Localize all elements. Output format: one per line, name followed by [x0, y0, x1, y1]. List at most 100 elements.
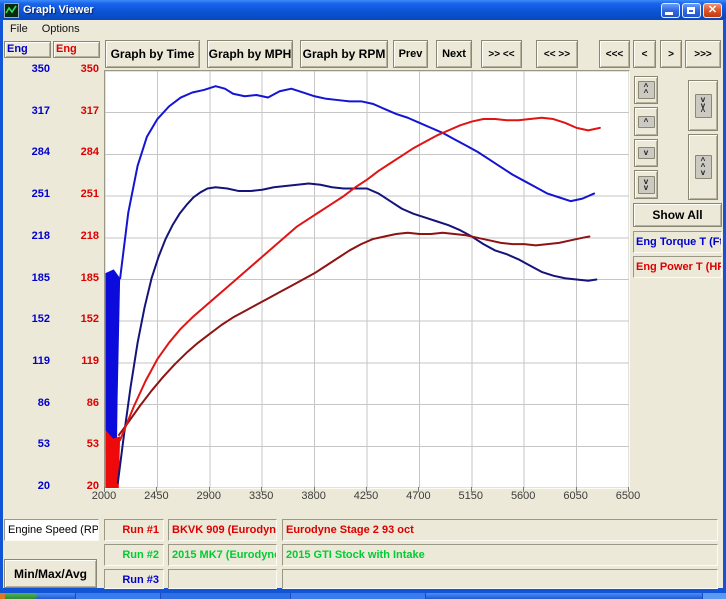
run3-label: Run #3 [104, 569, 164, 589]
window-border-bottom [0, 588, 726, 593]
power-axis-header[interactable]: Eng Powe [53, 41, 100, 58]
power-axis-tick-label: 218 [80, 229, 99, 242]
power-axis-tick-label: 317 [80, 104, 99, 117]
app-icon [4, 2, 19, 18]
dyno-chart-plot [104, 70, 630, 489]
x-axis-tick-mark [575, 487, 577, 492]
graph-by-rpm-button[interactable]: Graph by RPM [300, 40, 388, 68]
next-button[interactable]: Next [436, 40, 472, 68]
x-axis-tick-mark [470, 487, 472, 492]
start-button-fragment[interactable] [5, 593, 37, 599]
prev-button[interactable]: Prev [393, 40, 428, 68]
window-title: Graph Viewer [23, 4, 94, 16]
rpm-axis-tick-label: 4700 [406, 490, 431, 502]
x-axis-tick-mark [208, 487, 210, 492]
torque-axis-tick-label: 86 [37, 396, 50, 409]
zoom-out-x-button[interactable]: << >> [536, 40, 578, 68]
x-axis-tick-mark [418, 487, 420, 492]
maximize-button[interactable] [682, 3, 701, 18]
run-start-oscillation-power [105, 429, 121, 488]
torque-axis-tick-label: 185 [31, 271, 50, 284]
up-chevron-icon: ^ [637, 115, 655, 128]
curve-run-1-eng-torque-ft-lb- [119, 85, 596, 280]
title-bar[interactable]: Graph Viewer ✕ [0, 0, 726, 20]
run3-name-field[interactable] [168, 569, 277, 589]
power-axis-tick-label: 20 [86, 480, 99, 492]
window-border-left [0, 19, 3, 593]
scroll-far-left-button[interactable]: <<< [599, 40, 630, 68]
menu-file[interactable]: File [10, 22, 28, 35]
torque-axis-header[interactable]: Eng Torqu [4, 41, 51, 58]
close-button[interactable]: ✕ [703, 3, 722, 18]
torque-axis-tick-label: 152 [31, 313, 50, 326]
double-down-chevron-icon: v v [637, 175, 655, 194]
run1-name-field[interactable]: BKVK 909 (Eurodyne, I [168, 519, 277, 541]
rpm-axis-tick-label: 4250 [353, 490, 379, 502]
torque-axis-tick-label: 20 [37, 480, 50, 492]
scale-compress-button[interactable]: v v ^ [688, 80, 718, 131]
spin-up-button[interactable]: ^ [634, 107, 658, 136]
torque-axis-tick-label: 350 [31, 63, 50, 75]
scroll-far-right-button[interactable]: >>> [685, 40, 721, 68]
window-border-right [723, 19, 726, 593]
taskbar [0, 593, 726, 599]
x-axis-tick-mark [261, 487, 263, 492]
run3-description-field[interactable] [282, 569, 718, 589]
graph-by-mph-button[interactable]: Graph by MPH [207, 40, 293, 68]
run-start-oscillation-torque [105, 269, 121, 488]
compress-chevrons-icon: v v ^ [694, 93, 712, 118]
curve-run-2-eng-power-hp- [117, 231, 591, 436]
rpm-axis-tick-label: 5600 [510, 490, 536, 502]
x-axis-tick-mark [366, 487, 367, 492]
torque-axis-tick-label: 284 [31, 146, 50, 159]
down-chevron-icon: v [637, 147, 655, 159]
torque-axis-tick-label: 53 [37, 438, 50, 451]
minimize-button[interactable] [661, 3, 680, 18]
menu-bar: File Options [3, 20, 723, 37]
run2-description-field[interactable]: 2015 GTI Stock with Intake [282, 544, 718, 566]
start-button-flag-fragment[interactable] [0, 593, 5, 599]
rpm-axis-tick-label: 2000 [91, 490, 117, 502]
power-axis-tick-label: 251 [80, 188, 99, 201]
legend-eng-power[interactable]: Eng Power T (HP) [633, 256, 722, 278]
graph-by-time-button[interactable]: Graph by Time [105, 40, 200, 68]
taskbar-task-2[interactable] [160, 593, 291, 599]
taskbar-task-3[interactable] [290, 593, 426, 599]
zoom-in-x-button[interactable]: >> << [481, 40, 522, 68]
x-axis-tick-mark [104, 487, 105, 492]
close-icon: ✕ [707, 4, 718, 16]
power-axis-tick-label: 185 [80, 271, 99, 284]
spin-double-down-button[interactable]: v v [634, 170, 658, 199]
minimize-icon [665, 12, 673, 15]
scale-expand-button[interactable]: ^ ^ v [688, 134, 718, 200]
power-axis-tick-label: 86 [86, 396, 99, 409]
x-axis-label-box: Engine Speed (RP [4, 519, 99, 541]
legend-eng-torque[interactable]: Eng Torque T (Ft-l [633, 231, 722, 253]
rpm-axis-tick-label: 3800 [301, 490, 326, 502]
run2-label: Run #2 [104, 544, 164, 566]
scroll-right-button[interactable]: > [660, 40, 682, 68]
x-axis-tick-mark [523, 487, 525, 492]
menu-options[interactable]: Options [41, 22, 80, 35]
expand-chevrons-icon: ^ ^ v [694, 155, 712, 179]
power-axis-tick-label: 152 [80, 313, 99, 326]
rpm-axis-tick-label: 2450 [144, 490, 169, 502]
min-max-avg-button[interactable]: Min/Max/Avg [4, 559, 97, 588]
show-all-button[interactable]: Show All [633, 203, 722, 227]
taskbar-task-1[interactable] [75, 593, 161, 599]
spin-double-up-button[interactable]: ^ ^ [634, 76, 658, 104]
spin-down-button[interactable]: v [634, 139, 658, 167]
curve-run-1-eng-power-hp- [119, 116, 601, 441]
rpm-axis-tick-label: 5150 [458, 490, 484, 502]
power-axis-tick-label: 53 [86, 438, 99, 451]
scroll-left-button[interactable]: < [633, 40, 656, 68]
run1-description-field[interactable]: Eurodyne Stage 2 93 oct [282, 519, 718, 541]
maximize-icon [687, 7, 695, 14]
torque-axis-tick-label: 218 [31, 229, 50, 242]
x-axis-tick-mark [313, 487, 315, 492]
double-up-chevron-icon: ^ ^ [637, 81, 655, 99]
torque-axis-tick-label: 251 [31, 188, 50, 201]
run2-name-field[interactable]: 2015 MK7 (Eurodyne, E [168, 544, 277, 566]
system-tray-fragment [702, 593, 726, 599]
rpm-axis-tick-label: 6500 [615, 490, 641, 502]
